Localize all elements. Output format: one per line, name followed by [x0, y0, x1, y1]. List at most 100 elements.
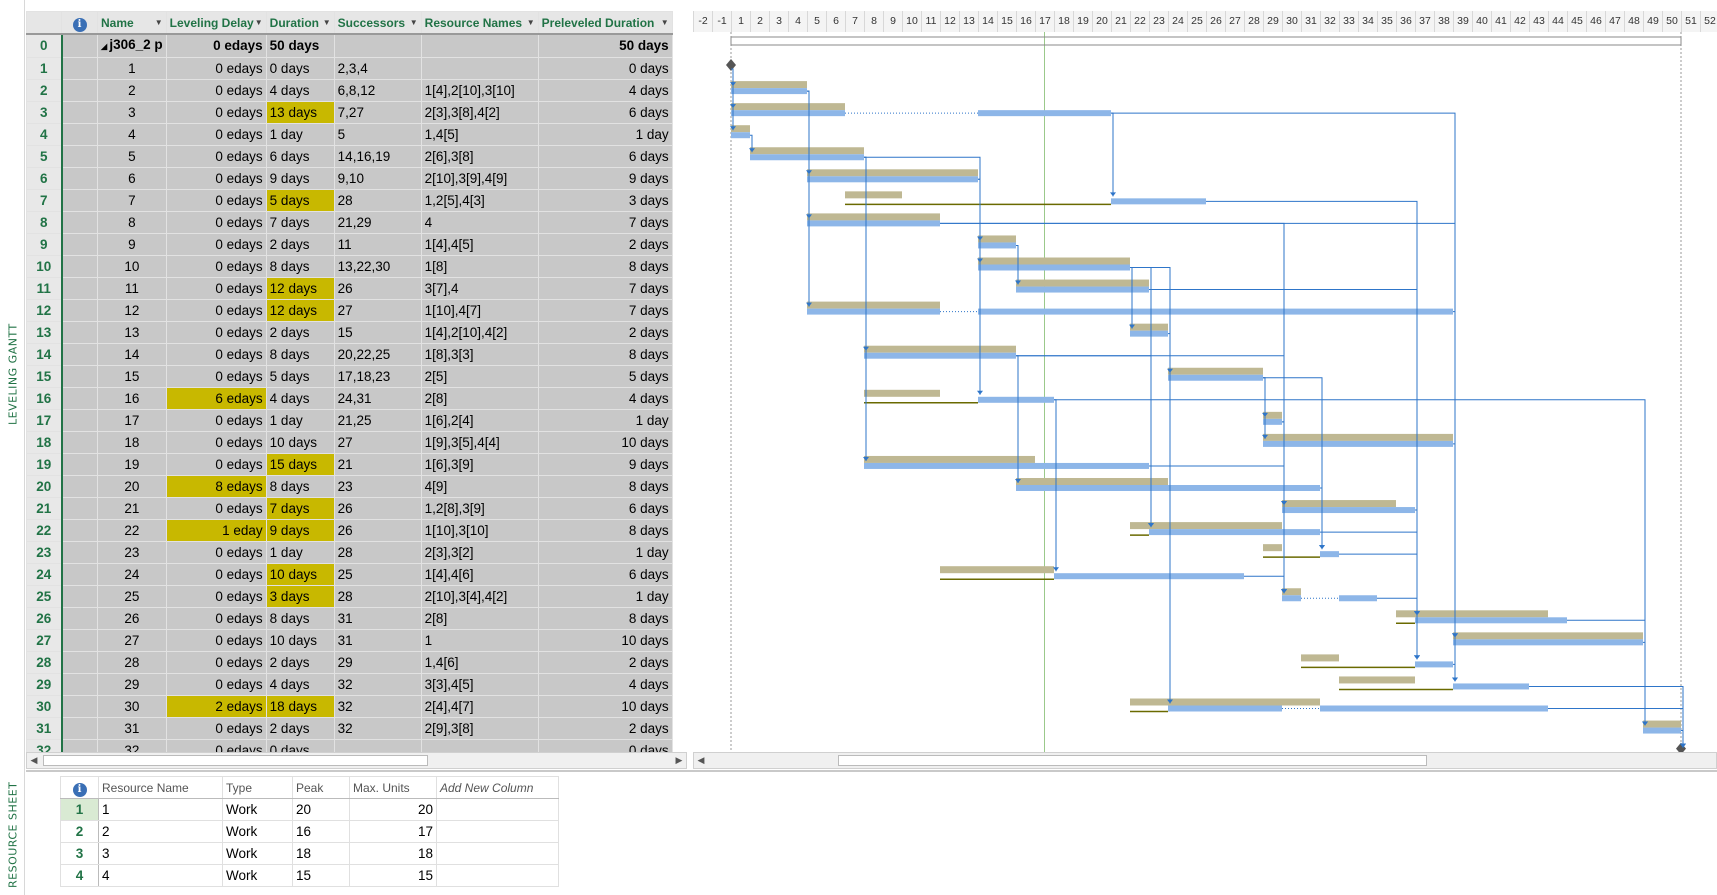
dropdown-arrow-icon[interactable]: ▼ — [660, 17, 669, 27]
task-name[interactable]: 8 — [97, 211, 167, 234]
duration-cell[interactable]: 13 days — [265, 101, 335, 124]
leveling-delay-cell[interactable]: 8 edays — [165, 475, 267, 498]
scroll-thumb[interactable] — [838, 755, 1427, 766]
resource-names-cell[interactable]: 4[9] — [420, 475, 539, 498]
task-row[interactable]: 25 25 0 edays 3 days 28 2[10],3[4],4[2] 1 day — [26, 585, 673, 608]
resource-names-cell[interactable]: 2[8] — [420, 607, 539, 630]
resource-names-cell[interactable]: 1[8] — [420, 255, 539, 278]
preleveled-bar[interactable] — [1130, 522, 1282, 530]
leveled-bar[interactable] — [1168, 705, 1282, 712]
task-row[interactable]: 26 26 0 edays 8 days 31 2[8] 8 days — [26, 607, 673, 630]
indicator-cell[interactable] — [61, 365, 98, 388]
peak-cell[interactable]: 16 — [292, 820, 350, 843]
preleveled-duration-cell[interactable]: 1 day — [537, 541, 673, 564]
resource-name-cell[interactable]: 2 — [98, 820, 223, 843]
task-name[interactable]: 5 — [97, 145, 167, 168]
leveling-delay-cell[interactable]: 0 edays — [165, 585, 267, 608]
successors-cell[interactable]: 9,10 — [333, 167, 422, 190]
duration-cell[interactable]: 8 days — [265, 607, 335, 630]
duration-cell[interactable]: 12 days — [265, 277, 335, 300]
col-preleveled-duration[interactable]: Preleveled Duration ▼ — [537, 11, 673, 35]
col-peak[interactable]: Peak — [292, 776, 350, 799]
successors-cell[interactable]: 26 — [333, 497, 422, 520]
successors-cell[interactable]: 13,22,30 — [333, 255, 422, 278]
duration-cell[interactable]: 9 days — [265, 519, 335, 542]
indicator-cell[interactable] — [61, 101, 98, 124]
task-name[interactable]: 10 — [97, 255, 167, 278]
dropdown-arrow-icon[interactable]: ▼ — [254, 17, 263, 27]
preleveled-duration-cell[interactable]: 6 days — [537, 101, 673, 124]
peak-cell[interactable]: 18 — [292, 842, 350, 865]
resource-names-cell[interactable]: 1,4[6] — [420, 651, 539, 674]
task-name[interactable]: 30 — [97, 695, 167, 718]
leveling-delay-cell[interactable]: 0 edays — [165, 79, 267, 102]
duration-cell[interactable]: 15 days — [265, 453, 335, 476]
col-successors[interactable]: Successors ▼ — [333, 11, 422, 35]
indicator-cell[interactable] — [61, 321, 98, 344]
leveled-bar[interactable] — [1643, 727, 1681, 734]
col-max-units[interactable]: Max. Units — [349, 776, 437, 799]
preleveled-duration-cell[interactable]: 4 days — [537, 387, 673, 410]
preleveled-bar[interactable] — [1130, 323, 1168, 331]
leveling-delay-cell[interactable]: 0 edays — [165, 431, 267, 454]
indicator-cell[interactable] — [61, 695, 98, 718]
leveling-delay-cell[interactable]: 0 edays — [165, 453, 267, 476]
preleveled-duration-cell[interactable]: 4 days — [537, 79, 673, 102]
indicator-cell[interactable] — [61, 541, 98, 564]
successors-cell[interactable]: 28 — [333, 189, 422, 212]
task-name[interactable]: 27 — [97, 629, 167, 652]
row-id[interactable]: 2 — [26, 79, 63, 102]
leveled-bar[interactable] — [807, 220, 940, 227]
preleveled-bar[interactable] — [1453, 632, 1643, 640]
preleveled-bar[interactable] — [1263, 433, 1453, 441]
row-id[interactable]: 4 — [60, 864, 99, 887]
resource-names-cell[interactable]: 4 — [420, 211, 539, 234]
leveling-delay-cell[interactable]: 0 edays — [165, 123, 267, 146]
preleveled-duration-cell[interactable]: 7 days — [537, 277, 673, 300]
duration-cell[interactable]: 10 days — [265, 629, 335, 652]
resource-names-cell[interactable]: 2[3],3[8],4[2] — [420, 101, 539, 124]
duration-cell[interactable]: 12 days — [265, 299, 335, 322]
add-new-column-cell[interactable] — [436, 842, 559, 865]
row-id[interactable]: 21 — [26, 497, 63, 520]
indicator-cell[interactable] — [61, 211, 98, 234]
leveled-bar[interactable] — [1054, 573, 1244, 580]
col-indicators[interactable]: i — [60, 776, 99, 799]
resource-names-cell[interactable]: 1[8],3[3] — [420, 343, 539, 366]
resource-names-cell[interactable]: 2[10],3[9],4[9] — [420, 167, 539, 190]
indicator-cell[interactable] — [61, 673, 98, 696]
duration-cell[interactable]: 8 days — [265, 475, 335, 498]
task-name[interactable]: 23 — [97, 541, 167, 564]
preleveled-bar[interactable] — [731, 103, 845, 111]
duration-cell[interactable]: 5 days — [265, 365, 335, 388]
indicator-cell[interactable] — [61, 233, 98, 256]
task-name[interactable]: 19 — [97, 453, 167, 476]
milestone-finish[interactable] — [1676, 742, 1686, 754]
successors-cell[interactable]: 28 — [333, 585, 422, 608]
leveled-bar[interactable] — [807, 308, 940, 315]
gantt-hscrollbar[interactable]: ◀ — [693, 752, 1717, 769]
indicator-cell[interactable] — [61, 277, 98, 300]
successors-cell[interactable]: 29 — [333, 651, 422, 674]
successors-cell[interactable]: 32 — [333, 673, 422, 696]
task-row[interactable]: 18 18 0 edays 10 days 27 1[9],3[5],4[4] 10 day… — [26, 431, 673, 454]
preleveled-duration-cell[interactable]: 9 days — [537, 453, 673, 476]
successors-cell[interactable]: 31 — [333, 607, 422, 630]
row-id[interactable]: 7 — [26, 189, 63, 212]
task-row[interactable]: 21 21 0 edays 7 days 26 1,2[8],3[9] 6 days — [26, 497, 673, 520]
resource-names-cell[interactable]: 1[9],3[5],4[4] — [420, 431, 539, 454]
preleveled-duration-cell[interactable]: 7 days — [537, 299, 673, 322]
preleveled-bar[interactable] — [1396, 610, 1548, 618]
preleveled-duration-cell[interactable]: 8 days — [537, 475, 673, 498]
task-name[interactable]: 20 — [97, 475, 167, 498]
indicator-cell[interactable] — [61, 57, 98, 80]
preleveled-bar[interactable] — [864, 345, 1016, 353]
leveling-delay-cell[interactable]: 0 edays — [165, 321, 267, 344]
leveled-bar[interactable] — [1282, 595, 1301, 602]
row-id[interactable]: 28 — [26, 651, 63, 674]
leveling-delay-cell[interactable]: 0 edays — [165, 167, 267, 190]
task-row[interactable]: 31 31 0 edays 2 days 32 2[9],3[8] 2 days — [26, 717, 673, 740]
preleveled-bar[interactable] — [864, 455, 1035, 463]
